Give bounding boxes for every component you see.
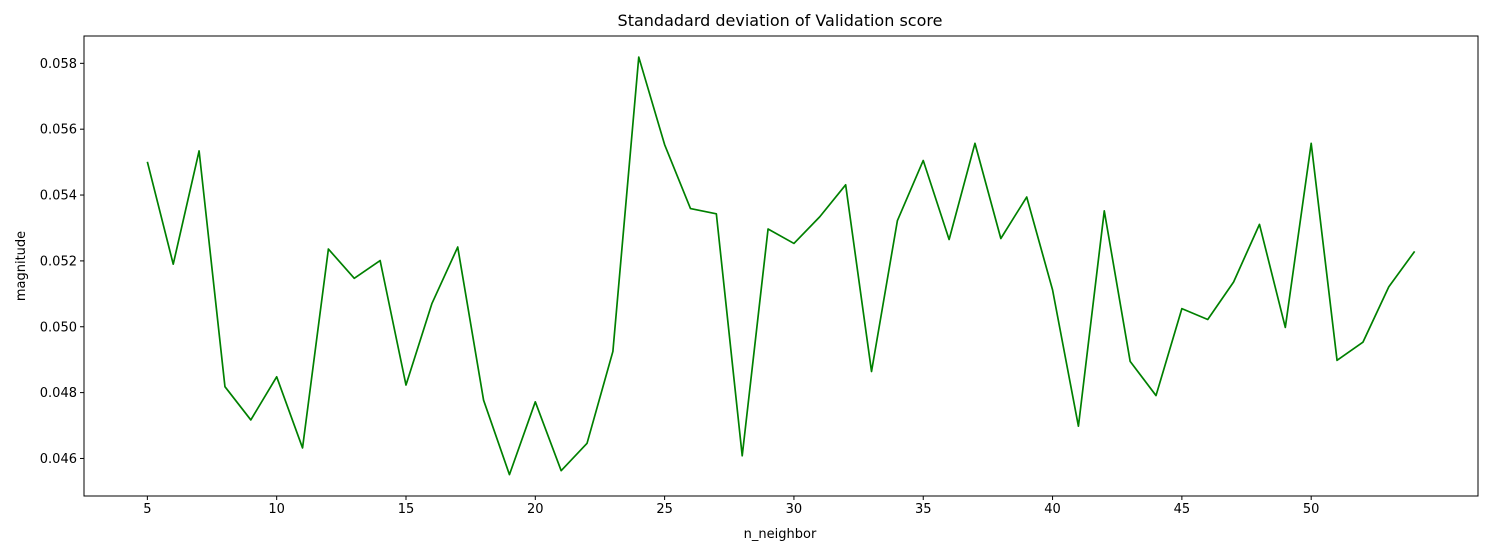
x-tick-label: 50 bbox=[1303, 502, 1320, 517]
y-tick-label: 0.052 bbox=[40, 254, 77, 269]
x-tick-label: 40 bbox=[1044, 502, 1061, 517]
plot-area: 5 10 15 20 25 30 35 40 45 50 0.046 0.048 0.050 0.052 0… bbox=[40, 35, 1479, 517]
x-tick-label: 10 bbox=[268, 502, 285, 517]
y-tick-label: 0.046 bbox=[40, 452, 77, 467]
plot-frame bbox=[83, 35, 1479, 497]
y-tick-label: 0.054 bbox=[40, 189, 77, 204]
y-tick-label: 0.058 bbox=[40, 57, 77, 72]
chart-title: Standadard deviation of Validation score bbox=[618, 11, 943, 30]
x-tick-label: 30 bbox=[786, 502, 803, 517]
y-tick-label: 0.056 bbox=[40, 123, 77, 138]
x-tick-label: 35 bbox=[915, 502, 932, 517]
y-tick-label: 0.048 bbox=[40, 386, 77, 401]
x-tick-label: 25 bbox=[656, 502, 673, 517]
x-tick-label: 20 bbox=[527, 502, 544, 517]
x-axis-label: n_neighbor bbox=[744, 527, 817, 542]
x-tick-label: 5 bbox=[143, 502, 151, 517]
y-tick-label: 0.050 bbox=[40, 320, 77, 335]
x-tick-label: 15 bbox=[398, 502, 415, 517]
series-line bbox=[146, 56, 1416, 476]
y-axis-label: magnitude bbox=[14, 231, 29, 301]
x-tick-label: 45 bbox=[1174, 502, 1191, 517]
